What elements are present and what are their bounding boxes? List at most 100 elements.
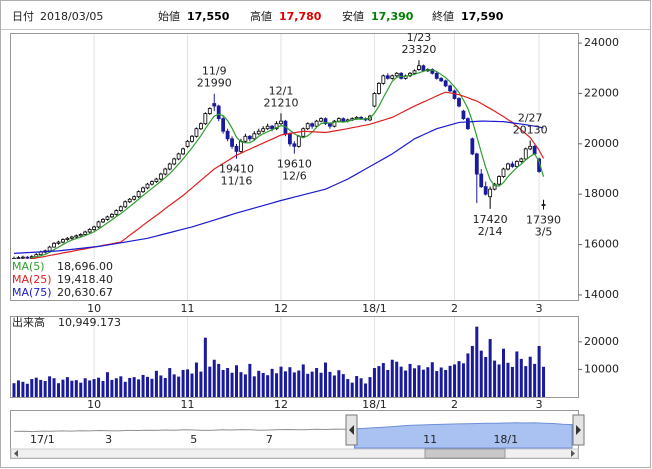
- field-label: 高値: [250, 9, 272, 23]
- volume-bar: [261, 373, 265, 397]
- volume-bar: [368, 377, 372, 397]
- volume-bar: [114, 378, 118, 397]
- volume-bar: [448, 365, 452, 397]
- y-tick-label: 22000: [584, 86, 619, 99]
- navigator-label: 18/1: [493, 433, 518, 446]
- volume-bar: [146, 376, 149, 397]
- navigator-area: [354, 422, 573, 449]
- candle-body: [114, 210, 119, 215]
- candle-body: [292, 143, 297, 147]
- volume-bar: [52, 378, 56, 397]
- y-tick-label: 20000: [584, 335, 619, 348]
- volume-bar: [79, 382, 83, 397]
- candle-body: [185, 140, 190, 147]
- candle-body: [279, 120, 283, 125]
- volume-bar: [515, 351, 519, 397]
- volume-bar: [413, 368, 416, 397]
- volume-title: 出来高: [12, 315, 45, 329]
- legend-value: 20,630.67: [57, 286, 113, 299]
- candle-body: [207, 108, 212, 115]
- scrollbar-thumb[interactable]: [424, 448, 506, 459]
- volume-bar: [306, 373, 310, 397]
- legend-value: 18,696.00: [57, 260, 113, 273]
- volume-bar: [542, 366, 546, 397]
- candle-body: [132, 196, 137, 200]
- candle-body: [20, 256, 25, 259]
- volume-bar: [279, 366, 283, 397]
- candle-body: [390, 75, 395, 79]
- candle-body: [252, 133, 257, 140]
- volume-bar: [479, 350, 483, 397]
- volume-bar: [350, 382, 354, 397]
- volume-bar: [132, 377, 136, 397]
- navigator-label: 7: [266, 433, 273, 446]
- volume-bar: [324, 362, 327, 397]
- volume-bar: [430, 362, 434, 397]
- candle-body: [225, 130, 230, 140]
- candle-body: [234, 145, 239, 152]
- volume-bar: [257, 370, 261, 397]
- volume-bar: [168, 368, 172, 397]
- candle-body: [470, 138, 475, 155]
- volume-bar: [217, 363, 221, 397]
- candle-body: [136, 191, 141, 198]
- volume-bar: [190, 373, 194, 397]
- volume-bar: [101, 381, 105, 397]
- candle-body: [141, 187, 145, 193]
- annotation-date: 2/14: [478, 225, 503, 238]
- candle-body: [198, 123, 203, 130]
- annotation-value: 20130: [513, 124, 548, 137]
- volume-bar: [226, 368, 230, 397]
- navigator-label: 3: [105, 433, 112, 446]
- scroll-left[interactable]: [14, 450, 18, 457]
- candle-body: [261, 128, 266, 132]
- volume-bar: [212, 359, 216, 397]
- volume-bar: [30, 379, 34, 397]
- volume-bar: [43, 381, 47, 397]
- candle-body: [65, 237, 70, 240]
- candle-body: [305, 123, 310, 130]
- volume-bar: [537, 345, 541, 397]
- volume-bar: [186, 369, 190, 397]
- candle-body: [118, 206, 123, 211]
- candle-body: [474, 153, 479, 175]
- candle-body: [532, 145, 537, 155]
- annotation-date: 12/6: [282, 170, 307, 183]
- navigator-label: 5: [190, 433, 197, 446]
- volume-bar: [408, 363, 412, 397]
- candle-body: [101, 218, 105, 223]
- volume-bar: [470, 345, 474, 397]
- candle-body: [461, 110, 466, 120]
- volume-bar: [12, 383, 16, 397]
- volume-bar: [141, 374, 145, 397]
- volume-bar: [426, 367, 430, 397]
- candle-body: [394, 72, 399, 77]
- volume-bar: [235, 365, 238, 397]
- annotation-value: 17390: [526, 214, 561, 227]
- volume-bar: [395, 361, 399, 397]
- volume-bar: [243, 374, 247, 397]
- x-tick-label: 10: [87, 302, 101, 315]
- volume-bar: [65, 377, 69, 397]
- x-tick-label: 3: [536, 398, 543, 411]
- candle-body: [448, 85, 453, 92]
- volume-bar: [533, 363, 537, 397]
- volume-bar: [346, 379, 350, 397]
- annotation-date: 11/16: [221, 175, 253, 188]
- candle-body: [194, 128, 199, 137]
- volume-bar: [484, 357, 488, 397]
- candle-body: [541, 204, 546, 206]
- volume-bar: [230, 372, 234, 397]
- volume-bar: [435, 371, 439, 397]
- candle-body: [523, 148, 528, 160]
- ma-line: [13, 120, 544, 254]
- volume-bar: [172, 374, 176, 397]
- candle-body: [163, 168, 168, 175]
- scroll-right[interactable]: [571, 450, 575, 457]
- candle-body: [528, 145, 533, 150]
- legend-box: [11, 259, 111, 300]
- candle-body: [465, 118, 470, 130]
- candle-body: [483, 186, 488, 195]
- annotation-value: 21990: [197, 77, 232, 90]
- candle-body: [47, 246, 52, 252]
